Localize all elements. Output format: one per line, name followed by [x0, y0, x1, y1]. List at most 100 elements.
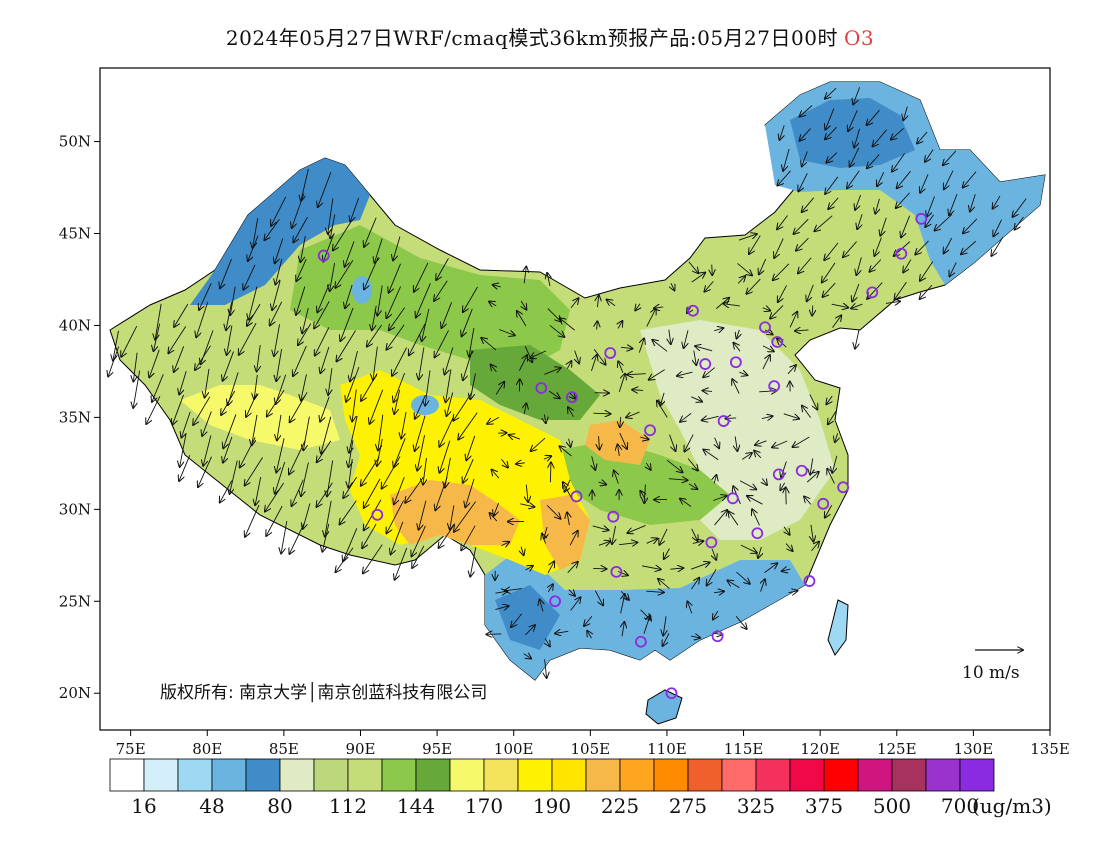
wind-arrow	[246, 393, 258, 417]
legend-swatch	[211, 758, 247, 792]
wind-arrow	[855, 194, 862, 210]
wind-arrow	[394, 438, 406, 467]
wind-arrow	[694, 350, 696, 365]
lon-tick-label: 80E	[192, 740, 222, 758]
wind-arrow	[825, 87, 837, 98]
wind-arrow	[133, 370, 141, 408]
wind-arrow	[559, 446, 572, 457]
wind-arrow	[240, 437, 256, 468]
wind-arrow	[778, 285, 787, 302]
wind-arrow	[770, 305, 784, 318]
wind-arrow	[804, 496, 812, 505]
wind-arrow	[901, 215, 911, 238]
wind-arrow	[663, 633, 670, 646]
wind-arrow	[754, 451, 762, 459]
wind-arrow	[1012, 198, 1027, 217]
legend-swatch	[313, 758, 349, 792]
wind-arrow	[271, 196, 287, 226]
wind-arrow	[491, 365, 497, 373]
wind-arrow	[386, 286, 402, 318]
wind-arrow	[517, 311, 527, 327]
legend-swatch	[857, 758, 893, 792]
wind-arrow	[548, 390, 560, 398]
wind-arrow	[903, 259, 912, 273]
wind-arrow	[276, 374, 287, 404]
wind-arrow	[961, 240, 977, 254]
wind-arrow	[855, 329, 859, 348]
wind-arrow	[370, 389, 384, 424]
wind-arrow	[632, 390, 644, 391]
wind-arrow	[867, 109, 880, 125]
wind-arrow	[315, 327, 330, 355]
wind-arrow	[323, 235, 334, 261]
wind-arrow	[320, 396, 330, 422]
wind-arrow	[779, 125, 784, 139]
wind-arrow	[277, 414, 282, 440]
wind-arrow	[546, 504, 560, 518]
wind-arrow	[777, 215, 788, 230]
wind-arrow	[640, 491, 645, 500]
legend-swatch	[619, 758, 655, 792]
pollutant-label: O3	[843, 26, 875, 50]
wind-arrow	[466, 435, 476, 460]
city-markers	[317, 212, 928, 700]
wind-arrow	[598, 482, 607, 485]
wind-arrow	[963, 171, 977, 188]
map-title: 2024年05月27日WRF/cmaq模式36km预报产品:05月27日00时 O…	[0, 22, 1100, 51]
wind-arrow	[325, 500, 332, 537]
wind-arrow	[739, 372, 747, 375]
wind-arrow	[377, 285, 383, 315]
city-marker	[729, 356, 742, 369]
wind-arrow	[684, 434, 694, 452]
wind-arrow	[915, 240, 929, 255]
wind-arrow	[809, 394, 818, 409]
wind-arrow	[450, 505, 455, 529]
wind-arrow	[897, 170, 911, 188]
wind-arrow	[612, 525, 616, 544]
wind-arrow	[597, 321, 598, 330]
wind-arrow	[843, 241, 857, 258]
wind-arrow	[949, 193, 958, 215]
wind-arrow	[290, 392, 308, 422]
legend-swatch	[585, 758, 621, 792]
wind-arrow	[343, 476, 357, 498]
wind-arrow	[298, 323, 312, 345]
wind-arrow	[392, 347, 407, 376]
wind-arrow	[796, 237, 809, 250]
wind-arrow	[364, 217, 377, 247]
wind-arrow	[293, 216, 308, 242]
o3-mid-zone-central	[290, 225, 570, 372]
wind-arrow	[446, 369, 452, 402]
wind-arrow	[785, 543, 792, 552]
wind-arrow	[274, 324, 281, 356]
wind-arrow	[272, 280, 281, 310]
city-marker	[771, 336, 784, 348]
legend-label: 144	[397, 794, 435, 818]
wind-arrow	[386, 500, 405, 534]
legend-label: 325	[737, 794, 775, 818]
legend-label: 48	[199, 794, 224, 818]
legend-swatch	[823, 758, 859, 792]
wind-arrow	[462, 308, 473, 336]
wind-arrow	[762, 308, 771, 311]
wind-arrow	[949, 262, 957, 277]
wind-arrow	[943, 150, 957, 165]
wind-arrow	[963, 218, 978, 234]
city-marker	[665, 687, 678, 700]
city-marker	[726, 492, 739, 505]
wind-arrow	[470, 373, 476, 399]
wind-arrow	[330, 214, 336, 238]
wind-arrow	[873, 129, 887, 147]
wind-arrow	[350, 197, 360, 221]
lat-tick-label: 35N	[59, 408, 91, 426]
wind-arrow	[570, 393, 576, 399]
wind-arrow	[458, 412, 478, 440]
wind-arrow	[423, 458, 426, 484]
wind-arrow	[618, 361, 623, 373]
wind-arrow	[575, 350, 579, 364]
wind-arrow	[172, 394, 184, 425]
wind-arrow	[174, 303, 189, 327]
wind-arrow	[391, 521, 404, 555]
wind-arrow	[764, 563, 778, 574]
wind-arrow	[618, 321, 622, 329]
